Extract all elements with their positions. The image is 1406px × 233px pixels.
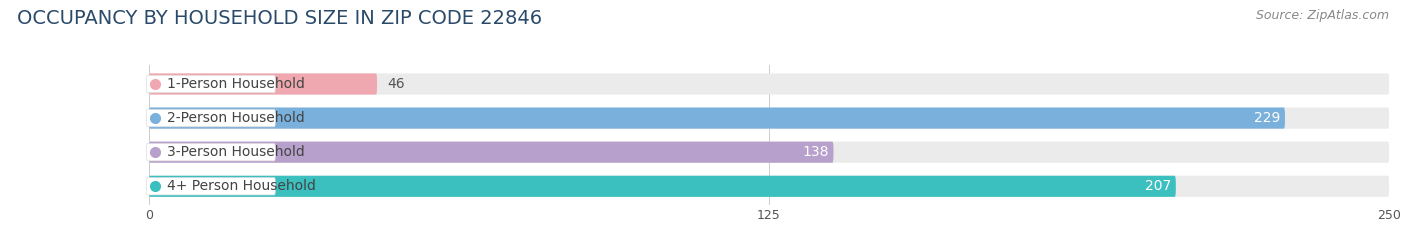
Text: 46: 46 <box>387 77 405 91</box>
FancyBboxPatch shape <box>149 142 1389 163</box>
FancyBboxPatch shape <box>146 75 276 93</box>
Text: 1-Person Household: 1-Person Household <box>167 77 305 91</box>
Text: 138: 138 <box>801 145 828 159</box>
Text: 229: 229 <box>1254 111 1279 125</box>
FancyBboxPatch shape <box>149 107 1285 129</box>
Text: 4+ Person Household: 4+ Person Household <box>167 179 316 193</box>
FancyBboxPatch shape <box>149 107 1389 129</box>
FancyBboxPatch shape <box>149 142 834 163</box>
Text: Source: ZipAtlas.com: Source: ZipAtlas.com <box>1256 9 1389 22</box>
FancyBboxPatch shape <box>146 110 276 127</box>
Text: OCCUPANCY BY HOUSEHOLD SIZE IN ZIP CODE 22846: OCCUPANCY BY HOUSEHOLD SIZE IN ZIP CODE … <box>17 9 541 28</box>
FancyBboxPatch shape <box>146 178 276 195</box>
FancyBboxPatch shape <box>149 176 1389 197</box>
FancyBboxPatch shape <box>149 73 1389 95</box>
FancyBboxPatch shape <box>149 73 377 95</box>
Text: 3-Person Household: 3-Person Household <box>167 145 305 159</box>
FancyBboxPatch shape <box>149 176 1175 197</box>
Text: 207: 207 <box>1144 179 1171 193</box>
Text: 2-Person Household: 2-Person Household <box>167 111 305 125</box>
FancyBboxPatch shape <box>146 144 276 161</box>
